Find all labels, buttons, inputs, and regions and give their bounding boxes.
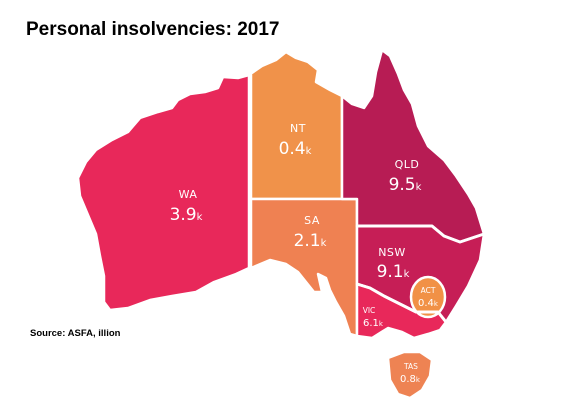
label-tas-name: TAS xyxy=(403,362,418,371)
region-qld[interactable] xyxy=(340,48,486,244)
region-wa[interactable] xyxy=(76,73,251,312)
region-sa[interactable] xyxy=(249,197,359,338)
label-wa-name: WA xyxy=(179,188,198,201)
label-nsw-value: 9.1k xyxy=(377,262,410,282)
label-qld-name: QLD xyxy=(395,158,420,171)
label-sa-name: SA xyxy=(304,214,320,227)
region-act[interactable] xyxy=(409,275,447,319)
label-wa-value: 3.9k xyxy=(170,205,203,225)
label-act-name: ACT xyxy=(421,286,436,295)
label-vic-name: VIC xyxy=(363,306,376,315)
label-sa-value: 2.1k xyxy=(294,231,327,251)
state-border xyxy=(356,282,448,323)
label-qld-value: 9.5k xyxy=(389,175,422,195)
region-tas[interactable] xyxy=(386,350,434,400)
label-nsw-name: NSW xyxy=(378,246,406,259)
label-tas-value: 0.8k xyxy=(400,374,421,385)
label-vic-value: 6.1k xyxy=(363,318,384,329)
label-act-value: 0.4k xyxy=(418,298,439,309)
label-nt-name: NT xyxy=(290,122,306,135)
state-border xyxy=(357,224,485,244)
label-nt-value: 0.4k xyxy=(279,139,312,159)
page-title: Personal insolvencies: 2017 xyxy=(26,19,280,40)
source-note: Source: ASFA, illion xyxy=(30,328,121,339)
